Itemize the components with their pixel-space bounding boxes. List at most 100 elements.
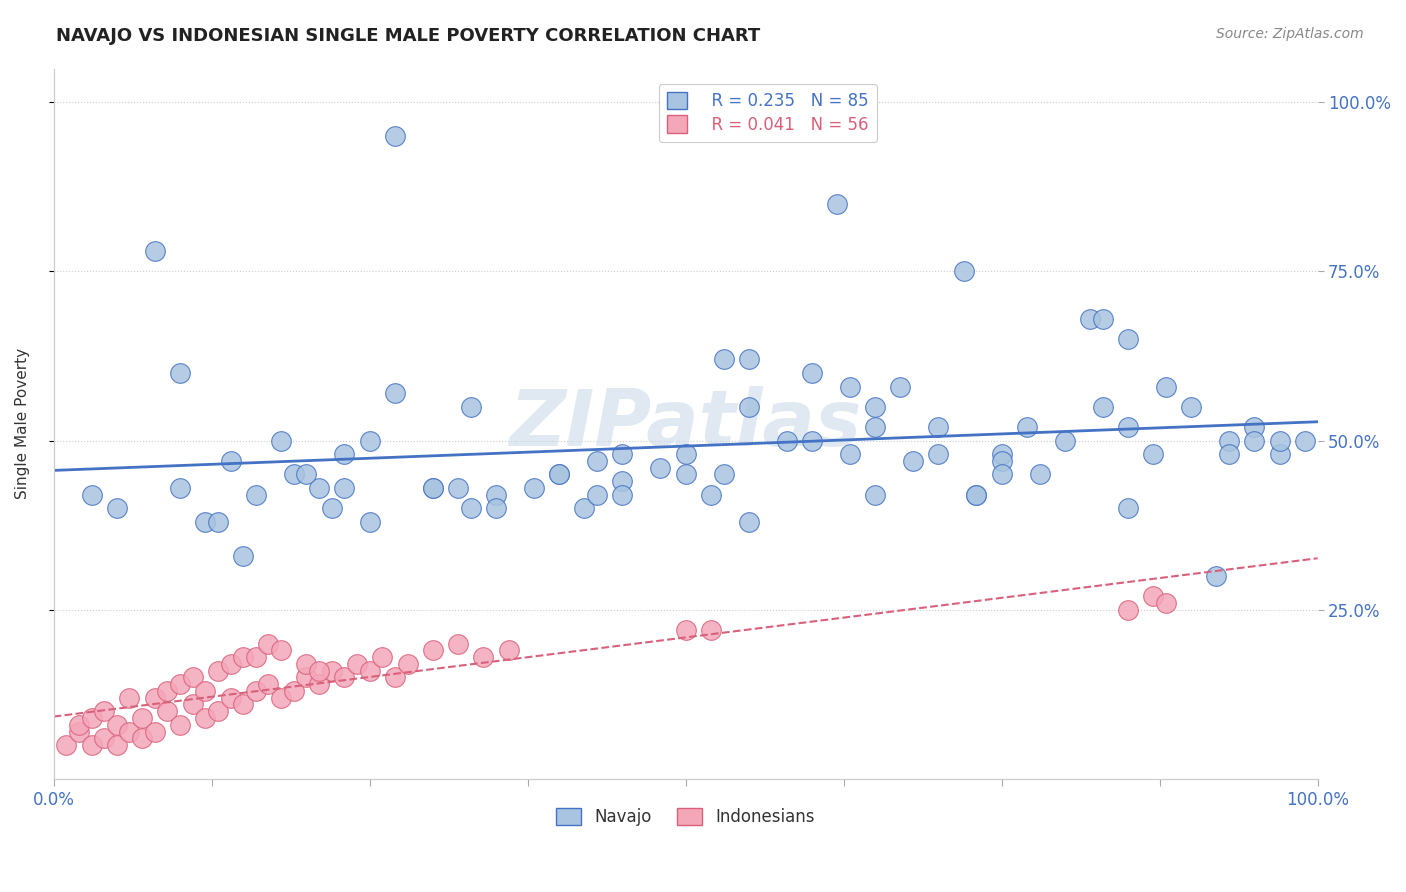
Point bbox=[207, 664, 229, 678]
Point bbox=[270, 434, 292, 448]
Point bbox=[612, 488, 634, 502]
Point bbox=[1116, 501, 1139, 516]
Point bbox=[700, 488, 723, 502]
Point bbox=[308, 677, 330, 691]
Point bbox=[498, 643, 520, 657]
Point bbox=[1116, 332, 1139, 346]
Point bbox=[333, 670, 356, 684]
Point bbox=[384, 129, 406, 144]
Point bbox=[838, 379, 860, 393]
Point bbox=[612, 474, 634, 488]
Point bbox=[990, 467, 1012, 482]
Point bbox=[1091, 311, 1114, 326]
Point bbox=[675, 447, 697, 461]
Point bbox=[321, 664, 343, 678]
Point bbox=[1243, 434, 1265, 448]
Point bbox=[1154, 379, 1177, 393]
Point bbox=[105, 738, 128, 752]
Point bbox=[245, 684, 267, 698]
Point bbox=[1116, 420, 1139, 434]
Point bbox=[586, 454, 609, 468]
Point bbox=[1015, 420, 1038, 434]
Point bbox=[346, 657, 368, 671]
Point bbox=[308, 664, 330, 678]
Point bbox=[270, 690, 292, 705]
Point bbox=[207, 704, 229, 718]
Point bbox=[1053, 434, 1076, 448]
Point bbox=[1294, 434, 1316, 448]
Point bbox=[80, 711, 103, 725]
Point bbox=[232, 549, 254, 563]
Point bbox=[245, 488, 267, 502]
Point bbox=[574, 501, 596, 516]
Point bbox=[713, 352, 735, 367]
Point bbox=[776, 434, 799, 448]
Point bbox=[257, 677, 280, 691]
Point bbox=[232, 698, 254, 712]
Point bbox=[1268, 434, 1291, 448]
Point bbox=[738, 352, 761, 367]
Point bbox=[485, 501, 508, 516]
Point bbox=[359, 515, 381, 529]
Point bbox=[422, 643, 444, 657]
Point bbox=[586, 488, 609, 502]
Point bbox=[612, 447, 634, 461]
Point bbox=[927, 420, 949, 434]
Point bbox=[1142, 447, 1164, 461]
Point bbox=[1243, 420, 1265, 434]
Point bbox=[523, 481, 546, 495]
Point bbox=[1180, 400, 1202, 414]
Point bbox=[359, 664, 381, 678]
Point bbox=[295, 670, 318, 684]
Point bbox=[548, 467, 571, 482]
Point bbox=[965, 488, 987, 502]
Point bbox=[143, 724, 166, 739]
Point bbox=[270, 643, 292, 657]
Point bbox=[333, 447, 356, 461]
Point bbox=[1205, 569, 1227, 583]
Point bbox=[371, 650, 394, 665]
Point bbox=[447, 481, 470, 495]
Point bbox=[952, 264, 974, 278]
Point bbox=[1218, 434, 1240, 448]
Point bbox=[143, 244, 166, 259]
Point bbox=[169, 677, 191, 691]
Point bbox=[738, 400, 761, 414]
Point bbox=[460, 501, 482, 516]
Point bbox=[295, 657, 318, 671]
Y-axis label: Single Male Poverty: Single Male Poverty bbox=[15, 348, 30, 500]
Point bbox=[675, 623, 697, 637]
Point bbox=[295, 467, 318, 482]
Point bbox=[1218, 447, 1240, 461]
Point bbox=[990, 447, 1012, 461]
Point bbox=[169, 718, 191, 732]
Point bbox=[472, 650, 495, 665]
Point bbox=[1142, 589, 1164, 603]
Point bbox=[131, 731, 153, 746]
Point bbox=[181, 670, 204, 684]
Point bbox=[650, 460, 672, 475]
Point bbox=[801, 434, 824, 448]
Point bbox=[245, 650, 267, 665]
Point bbox=[863, 420, 886, 434]
Point bbox=[863, 400, 886, 414]
Text: ZIPatlas: ZIPatlas bbox=[509, 385, 862, 462]
Point bbox=[713, 467, 735, 482]
Point bbox=[219, 690, 242, 705]
Point bbox=[801, 366, 824, 380]
Point bbox=[1154, 596, 1177, 610]
Point bbox=[156, 684, 179, 698]
Point bbox=[156, 704, 179, 718]
Point bbox=[194, 684, 217, 698]
Point bbox=[1116, 603, 1139, 617]
Point bbox=[1078, 311, 1101, 326]
Point bbox=[283, 467, 305, 482]
Point bbox=[460, 400, 482, 414]
Point bbox=[1268, 447, 1291, 461]
Point bbox=[169, 366, 191, 380]
Point bbox=[257, 637, 280, 651]
Point bbox=[143, 690, 166, 705]
Point bbox=[169, 481, 191, 495]
Point bbox=[283, 684, 305, 698]
Point bbox=[901, 454, 924, 468]
